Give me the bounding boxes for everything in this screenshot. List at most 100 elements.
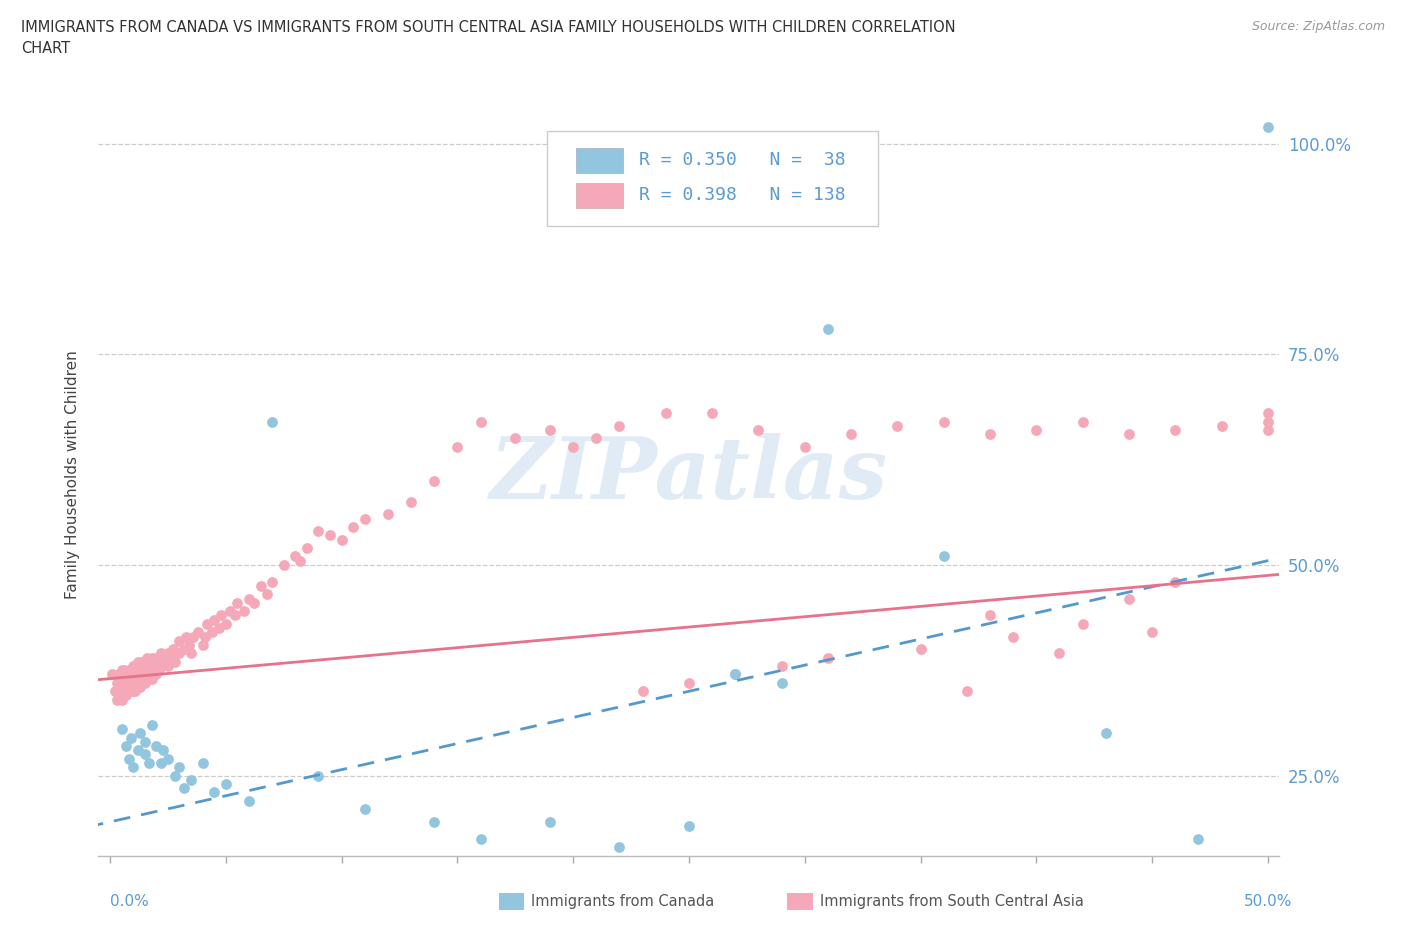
Point — [215, 777, 238, 791]
Point — [273, 557, 295, 572]
Point — [979, 427, 1001, 442]
Point — [770, 675, 793, 690]
Point — [120, 680, 142, 695]
Point — [134, 675, 156, 690]
Point — [122, 684, 145, 698]
Point — [503, 431, 526, 445]
Point — [724, 667, 747, 682]
Point — [979, 608, 1001, 623]
Text: IMMIGRANTS FROM CANADA VS IMMIGRANTS FROM SOUTH CENTRAL ASIA FAMILY HOUSEHOLDS W: IMMIGRANTS FROM CANADA VS IMMIGRANTS FRO… — [21, 20, 956, 35]
Point — [149, 646, 172, 661]
Point — [932, 414, 955, 429]
Point — [1257, 414, 1279, 429]
Point — [145, 667, 167, 682]
Point — [470, 831, 492, 846]
Point — [307, 524, 329, 538]
Point — [191, 637, 214, 652]
Point — [138, 671, 160, 686]
Point — [108, 684, 131, 698]
Point — [115, 688, 138, 703]
Point — [423, 473, 446, 488]
Point — [134, 747, 156, 762]
Point — [886, 418, 908, 433]
Point — [127, 655, 149, 670]
Point — [134, 667, 156, 682]
Point — [138, 755, 160, 770]
Point — [1049, 646, 1071, 661]
Point — [127, 675, 149, 690]
Point — [319, 528, 342, 543]
Point — [224, 608, 246, 623]
Point — [176, 629, 198, 644]
Point — [724, 667, 747, 682]
Point — [131, 675, 153, 690]
Point — [148, 655, 170, 670]
Point — [1002, 629, 1025, 644]
Point — [129, 680, 152, 695]
Point — [793, 440, 815, 455]
Point — [134, 658, 156, 673]
Point — [1094, 726, 1116, 741]
Point — [288, 553, 311, 568]
Point — [209, 608, 232, 623]
Point — [191, 755, 214, 770]
Point — [307, 768, 329, 783]
Point — [177, 637, 200, 652]
Point — [284, 549, 307, 564]
Point — [120, 667, 142, 682]
Point — [145, 738, 167, 753]
Y-axis label: Family Households with Children: Family Households with Children — [65, 350, 80, 599]
Point — [233, 604, 256, 618]
Point — [226, 595, 249, 610]
Point — [1257, 422, 1279, 437]
Point — [149, 755, 172, 770]
Point — [122, 671, 145, 686]
Text: 50.0%: 50.0% — [1244, 895, 1292, 910]
Point — [136, 650, 159, 665]
Point — [105, 692, 128, 707]
Point — [700, 405, 723, 420]
Point — [115, 667, 138, 682]
Point — [1025, 422, 1047, 437]
Point — [262, 575, 284, 590]
Point — [201, 625, 224, 640]
Point — [817, 322, 839, 337]
Point — [138, 658, 160, 673]
Point — [162, 642, 184, 657]
Point — [156, 646, 179, 661]
Point — [145, 650, 167, 665]
Point — [219, 604, 242, 618]
Point — [124, 675, 146, 690]
Point — [115, 680, 138, 695]
Point — [127, 743, 149, 758]
Point — [131, 655, 153, 670]
Point — [112, 675, 135, 690]
Point — [127, 667, 149, 682]
Point — [1071, 617, 1094, 631]
Point — [129, 671, 152, 686]
Point — [173, 642, 195, 657]
Point — [747, 422, 769, 437]
Point — [1187, 831, 1209, 846]
Point — [169, 760, 191, 775]
Point — [256, 587, 278, 602]
Point — [183, 629, 205, 644]
Point — [678, 675, 700, 690]
Point — [122, 675, 145, 690]
Point — [149, 658, 172, 673]
Point — [655, 405, 678, 420]
Point — [156, 751, 179, 766]
Point — [238, 793, 260, 808]
Point — [180, 646, 202, 661]
Point — [152, 655, 174, 670]
Point — [194, 629, 217, 644]
Point — [195, 617, 218, 631]
Point — [117, 684, 139, 698]
Text: Immigrants from Canada: Immigrants from Canada — [531, 894, 714, 909]
Point — [110, 722, 132, 737]
Point — [399, 494, 422, 509]
Point — [169, 633, 191, 648]
Point — [1118, 427, 1140, 442]
Point — [1257, 119, 1279, 134]
Point — [538, 815, 561, 830]
